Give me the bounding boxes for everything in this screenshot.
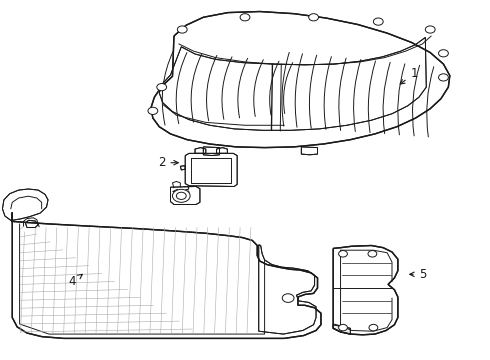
Polygon shape [217,148,227,153]
Polygon shape [171,186,200,204]
Polygon shape [159,37,426,130]
Circle shape [282,294,294,302]
Circle shape [373,18,383,25]
Polygon shape [301,147,318,155]
Polygon shape [180,166,185,170]
Polygon shape [25,220,38,228]
Polygon shape [259,245,316,334]
Circle shape [368,251,377,257]
Polygon shape [2,189,48,221]
Polygon shape [203,147,220,156]
Circle shape [339,324,347,331]
Text: 1: 1 [400,67,418,84]
Polygon shape [333,325,350,334]
Text: 4: 4 [69,274,82,288]
Polygon shape [185,153,237,186]
Circle shape [157,84,167,91]
Polygon shape [12,212,321,338]
Circle shape [369,324,378,331]
Circle shape [172,189,190,202]
Polygon shape [333,246,398,335]
Circle shape [439,74,448,81]
Circle shape [176,192,186,199]
Circle shape [309,14,318,21]
Circle shape [439,50,448,57]
Polygon shape [195,148,206,153]
Circle shape [240,14,250,21]
Text: 5: 5 [410,268,426,281]
Circle shape [425,26,435,33]
Circle shape [177,26,187,33]
Circle shape [148,107,158,114]
Polygon shape [151,12,450,148]
Circle shape [339,251,347,257]
Text: 3: 3 [173,185,190,198]
Text: 2: 2 [158,156,178,169]
